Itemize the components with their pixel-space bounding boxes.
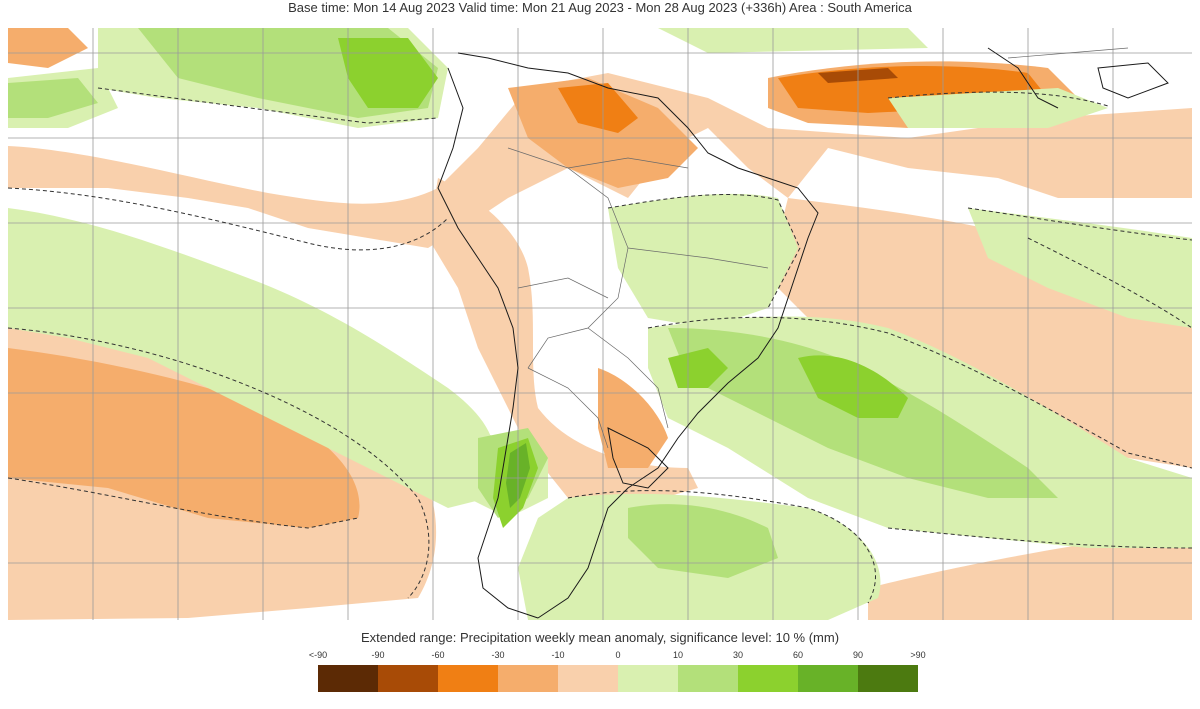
legend-tick-label: -60 <box>431 650 445 660</box>
legend-tick-label: 30 <box>732 650 744 660</box>
legend-swatch <box>798 665 858 692</box>
legend-swatch <box>498 665 558 692</box>
country-borders <box>507 47 1129 449</box>
legend-swatch <box>678 665 738 692</box>
legend-tick-label: -90 <box>371 650 385 660</box>
legend-swatch <box>318 665 378 692</box>
legend-tick-label: -10 <box>551 650 565 660</box>
precipitation-anomaly-map <box>8 28 1192 620</box>
legend-swatch <box>858 665 918 692</box>
legend-swatch <box>438 665 498 692</box>
legend-swatch <box>558 665 618 692</box>
legend-tick-labels: <-90 -90 -60 -30 -10 0 10 30 60 90 >90 <box>309 650 926 664</box>
color-legend: <-90 -90 -60 -30 -10 0 10 30 60 90 >90 <box>309 650 926 700</box>
legend-tick-label: 90 <box>852 650 864 660</box>
significance-contours <box>8 87 1192 604</box>
legend-title: Extended range: Precipitation weekly mea… <box>360 630 840 645</box>
graticule <box>8 28 1192 620</box>
legend-swatch <box>378 665 438 692</box>
legend-tick-label: 10 <box>672 650 684 660</box>
legend-tick-label: 60 <box>792 650 804 660</box>
legend-swatch <box>738 665 798 692</box>
map-header-title: Base time: Mon 14 Aug 2023 Valid time: M… <box>288 0 912 15</box>
legend-tick-label: 0 <box>615 650 621 660</box>
legend-color-bar <box>318 665 918 692</box>
legend-tick-label: >90 <box>910 650 926 660</box>
legend-tick-label: -30 <box>491 650 505 660</box>
coastlines <box>437 47 1169 619</box>
legend-swatch <box>618 665 678 692</box>
legend-tick-label: <-90 <box>308 650 328 660</box>
